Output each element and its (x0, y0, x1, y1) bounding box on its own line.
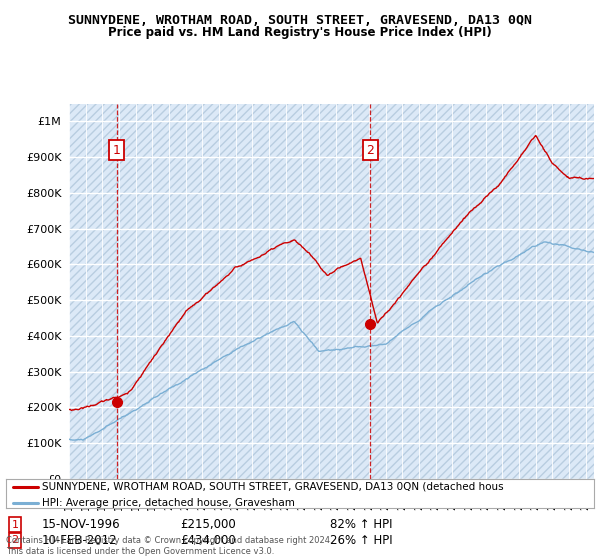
Text: 2: 2 (11, 535, 19, 545)
Text: SUNNYDENE, WROTHAM ROAD, SOUTH STREET, GRAVESEND, DA13 0QN (detached hous: SUNNYDENE, WROTHAM ROAD, SOUTH STREET, G… (43, 482, 504, 492)
Text: Price paid vs. HM Land Registry's House Price Index (HPI): Price paid vs. HM Land Registry's House … (108, 26, 492, 39)
Text: 15-NOV-1996: 15-NOV-1996 (42, 518, 121, 531)
Text: SUNNYDENE, WROTHAM ROAD, SOUTH STREET, GRAVESEND, DA13 0QN: SUNNYDENE, WROTHAM ROAD, SOUTH STREET, G… (68, 14, 532, 27)
Text: Contains HM Land Registry data © Crown copyright and database right 2024.
This d: Contains HM Land Registry data © Crown c… (6, 536, 332, 556)
Text: 1: 1 (11, 520, 19, 530)
Text: 1: 1 (113, 143, 121, 157)
Text: £215,000: £215,000 (180, 518, 236, 531)
Text: 2: 2 (367, 143, 374, 157)
Text: 82% ↑ HPI: 82% ↑ HPI (330, 518, 392, 531)
Text: £434,000: £434,000 (180, 534, 236, 547)
Text: 10-FEB-2012: 10-FEB-2012 (42, 534, 118, 547)
Text: 26% ↑ HPI: 26% ↑ HPI (330, 534, 392, 547)
Text: HPI: Average price, detached house, Gravesham: HPI: Average price, detached house, Grav… (43, 498, 295, 508)
